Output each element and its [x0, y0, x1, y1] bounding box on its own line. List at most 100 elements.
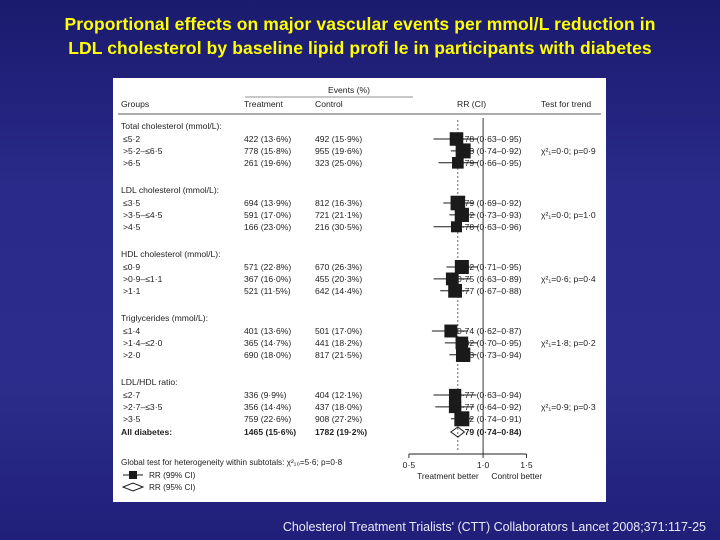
- row-label: ≤0·9: [123, 262, 140, 272]
- rr-ci: 0·82 (0·74–0·91): [457, 414, 522, 424]
- control-events: 670 (26·3%): [315, 262, 362, 272]
- treatment-events: 422 (13·6%): [244, 134, 291, 144]
- control-better-label: Control better: [491, 471, 542, 481]
- rr-square: [450, 195, 466, 211]
- control-events: 455 (20·3%): [315, 274, 362, 284]
- rr-square: [455, 143, 471, 159]
- treatment-events: 694 (13·9%): [244, 198, 291, 208]
- control-events: 817 (21·5%): [315, 350, 362, 360]
- trend-test: χ²₁=0·6; p=0·4: [541, 274, 596, 284]
- rr-square: [445, 272, 459, 286]
- trend-test: χ²₁=0·0; p=1·0: [541, 210, 596, 220]
- rr-ci: 0·82 (0·71–0·95): [457, 262, 522, 272]
- rr-square: [454, 207, 469, 222]
- citation: Cholesterol Treatment Trialists' (CTT) C…: [282, 520, 706, 534]
- events-header: Events (%): [328, 85, 370, 95]
- slide-title-line-2: LDL cholesterol by baseline lipid profi …: [68, 38, 652, 58]
- rr-square: [452, 156, 464, 169]
- trend-header: Test for trend: [541, 99, 591, 109]
- rr-ci: 0·83 (0·74–0·92): [457, 146, 522, 156]
- rr-ci: 0·78 (0·63–0·95): [457, 134, 522, 144]
- rr-ci: 0·79 (0·66–0·95): [457, 158, 522, 168]
- control-events: 955 (19·6%): [315, 146, 362, 156]
- rr-square: [454, 259, 469, 275]
- treatment-events: 778 (15·8%): [244, 146, 291, 156]
- rr-header: RR (CI): [457, 99, 486, 109]
- rr-ci: 0·77 (0·67–0·88): [457, 286, 522, 296]
- subgroup-header: Total cholesterol (mmol/L):: [121, 121, 222, 131]
- overall-label: All diabetes:: [121, 427, 172, 437]
- treatment-events: 401 (13·6%): [244, 326, 291, 336]
- overall-rr-ci: 0·79 (0·74–0·84): [457, 427, 522, 437]
- legend-label-99ci: RR (99% CI): [149, 471, 196, 480]
- rr-square: [444, 324, 458, 338]
- treatment-events: 367 (16·0%): [244, 274, 291, 284]
- legend-square: [129, 471, 137, 479]
- rr-square: [449, 132, 464, 146]
- x-tick-label: 1·5: [520, 460, 533, 470]
- treatment-events: 571 (22·8%): [244, 262, 291, 272]
- legend-diamond: [121, 482, 145, 492]
- row-label: ≤3·5: [123, 198, 140, 208]
- row-label: >0·9–≤1·1: [123, 274, 163, 284]
- rr-ci: 0·82 (0·73–0·93): [457, 210, 522, 220]
- rr-square: [455, 347, 471, 362]
- slide-title-line-1: Proportional effects on major vascular e…: [64, 14, 656, 34]
- treatment-events: 365 (14·7%): [244, 338, 291, 348]
- x-tick-label: 1·0: [477, 460, 490, 470]
- row-label: >3·5: [123, 414, 141, 424]
- control-events: 323 (25·0%): [315, 158, 362, 168]
- control-events: 642 (14·4%): [315, 286, 362, 296]
- slide-title: Proportional effects on major vascular e…: [0, 12, 720, 60]
- row-label: >1·1: [123, 286, 141, 296]
- treatment-events: 336 (9·9%): [244, 390, 287, 400]
- rr-ci: 0·79 (0·69–0·92): [457, 198, 522, 208]
- treatment-events: 591 (17·0%): [244, 210, 291, 220]
- subgroup-header: Triglycerides (mmol/L):: [121, 313, 208, 323]
- control-events: 216 (30·5%): [315, 222, 362, 232]
- treatment-better-label: Treatment better: [417, 471, 479, 481]
- groups-header: Groups: [121, 99, 149, 109]
- control-events: 501 (17·0%): [315, 326, 362, 336]
- overall-control: 1782 (19·2%): [315, 427, 367, 437]
- legend-label-95ci: RR (95% CI): [149, 483, 196, 492]
- control-events: 441 (18·2%): [315, 338, 362, 348]
- rr-ci: 0·77 (0·63–0·94): [457, 390, 522, 400]
- control-events: 492 (15·9%): [315, 134, 362, 144]
- row-label: >3·5–≤4·5: [123, 210, 163, 220]
- row-label: >5·2–≤6·5: [123, 146, 163, 156]
- treatment-events: 759 (22·6%): [244, 414, 291, 424]
- control-header: Control: [315, 99, 343, 109]
- trend-test: χ²₁=0·9; p=0·3: [541, 402, 596, 412]
- row-label: >4·5: [123, 222, 141, 232]
- overall-treatment: 1465 (15·6%): [244, 427, 296, 437]
- row-label: ≤5·2: [123, 134, 140, 144]
- treatment-events: 356 (14·4%): [244, 402, 291, 412]
- subgroup-header: LDL cholesterol (mmol/L):: [121, 185, 219, 195]
- rr-ci: 0·82 (0·70–0·95): [457, 338, 522, 348]
- control-events: 721 (21·1%): [315, 210, 362, 220]
- treatment-events: 261 (19·6%): [244, 158, 291, 168]
- trend-test: χ²₁=1·8; p=0·2: [541, 338, 596, 348]
- x-tick-label: 0·5: [403, 460, 416, 470]
- heterogeneity-test: Global test for heterogeneity within sub…: [121, 458, 343, 467]
- subgroup-header: LDL/HDL ratio:: [121, 377, 178, 387]
- row-label: >1·4–≤2·0: [123, 338, 163, 348]
- treatment-header: Treatment: [244, 99, 283, 109]
- row-label: ≤1·4: [123, 326, 140, 336]
- rr-square: [455, 336, 469, 350]
- treatment-events: 166 (23·0%): [244, 222, 291, 232]
- row-label: >2·7–≤3·5: [123, 402, 163, 412]
- trend-test: χ²₁=0·0; p=0·9: [541, 146, 596, 156]
- forest-plot-panel: Events (%) Groups Treatment Control RR (CI) T…: [113, 78, 606, 502]
- control-events: 812 (16·3%): [315, 198, 362, 208]
- control-events: 404 (12·1%): [315, 390, 362, 400]
- control-events: 908 (27·2%): [315, 414, 362, 424]
- rr-ci: 0·74 (0·62–0·87): [457, 326, 522, 336]
- treatment-events: 521 (11·5%): [244, 286, 291, 296]
- rr-ci: 0·75 (0·63–0·89): [457, 274, 522, 284]
- rr-square: [448, 283, 463, 298]
- row-label: >6·5: [123, 158, 141, 168]
- forest-plot: Events (%) Groups Treatment Control RR (CI) T…: [118, 85, 601, 492]
- rr-square: [454, 411, 470, 427]
